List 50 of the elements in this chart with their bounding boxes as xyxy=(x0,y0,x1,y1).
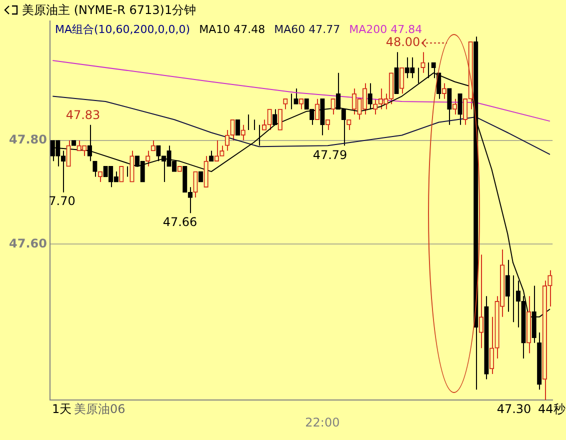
text: MA200 47.84 xyxy=(349,23,422,36)
candlestick xyxy=(452,98,458,115)
legend-title: MA组合(10,60,200,0,0,0) xyxy=(55,23,190,36)
candlestick xyxy=(193,171,198,198)
candlestick xyxy=(373,98,378,115)
candlestick xyxy=(87,124,92,162)
text: MA10 47.48 xyxy=(199,23,266,36)
candlestick xyxy=(235,119,240,136)
candlestick xyxy=(209,150,214,162)
candlestick xyxy=(283,98,288,110)
candlestick xyxy=(156,145,161,162)
candlestick xyxy=(272,108,278,126)
candlestick xyxy=(60,150,66,193)
candlestick xyxy=(278,108,282,130)
candlestick xyxy=(294,88,298,105)
candlestick xyxy=(458,93,462,126)
candlestick xyxy=(220,145,224,156)
text: 44秒 xyxy=(538,402,566,416)
candlestick xyxy=(92,160,98,178)
candlestick xyxy=(98,171,103,182)
y-tick-label: 47.60 xyxy=(9,236,47,250)
candlestick xyxy=(66,140,71,167)
candlestick xyxy=(119,166,124,182)
text: 47.30 xyxy=(496,402,532,416)
candlestick xyxy=(478,254,484,349)
candlestick xyxy=(298,98,304,110)
candlestick xyxy=(330,98,336,115)
text: 1天 xyxy=(52,402,72,416)
annotation: 48.00 xyxy=(386,35,420,50)
candlestick xyxy=(146,150,150,167)
candlestick xyxy=(505,259,510,312)
candlestick xyxy=(447,88,452,126)
candlestick xyxy=(240,124,246,141)
candlestick xyxy=(489,316,494,375)
candlestick xyxy=(198,171,204,182)
chart-title: 美原油主 (NYME-R 6713)1分钟 xyxy=(22,2,196,19)
candlestick xyxy=(314,98,320,120)
text: MA60 47.77 xyxy=(274,23,340,36)
candlestick xyxy=(442,82,446,100)
candlestick xyxy=(214,140,219,162)
y-tick-label: 47.80 xyxy=(9,132,47,147)
candlestick xyxy=(399,67,404,94)
candlestick xyxy=(420,52,426,74)
annotation: 7.70 xyxy=(48,194,76,208)
annotation: 47.83 xyxy=(66,108,100,122)
candlestick xyxy=(368,82,372,110)
annotation: 47.66 xyxy=(162,215,198,230)
x-tick-label: 22:00 xyxy=(305,415,340,430)
text: 美原油06 xyxy=(74,402,126,416)
annotation: 47.79 xyxy=(312,148,348,162)
